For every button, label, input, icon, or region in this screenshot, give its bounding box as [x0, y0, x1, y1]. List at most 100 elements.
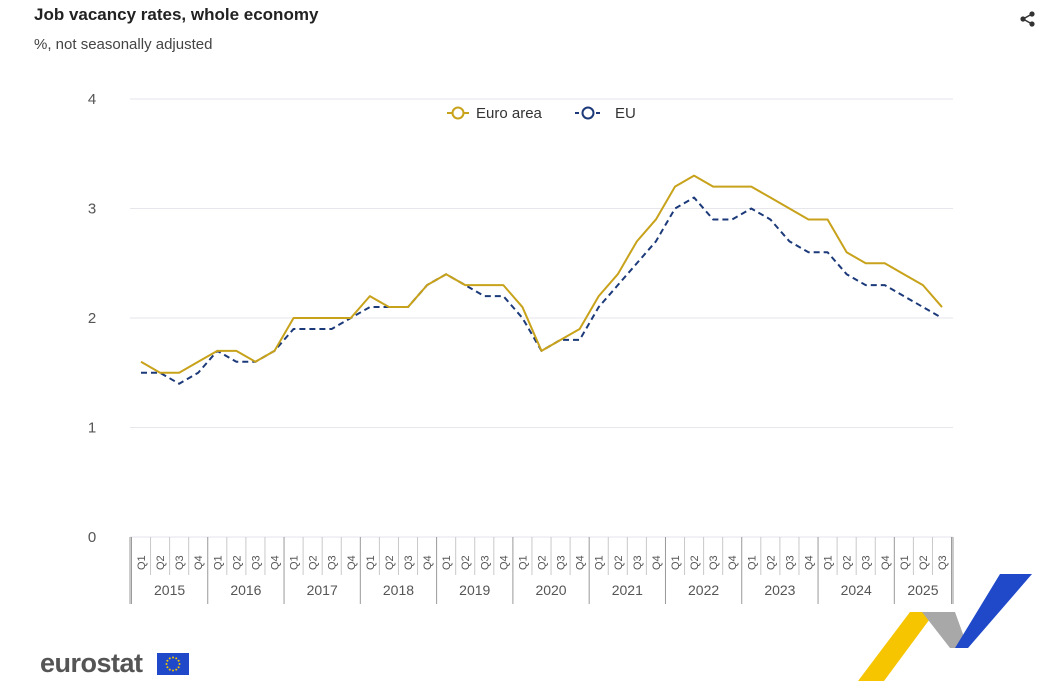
x-tick-label-quarter: Q1: [289, 555, 301, 570]
legend-marker-eu: [581, 106, 595, 120]
x-tick-label-quarter: Q1: [594, 555, 606, 570]
data-point[interactable]: [747, 205, 755, 213]
x-tick-label-quarter: Q2: [384, 555, 396, 570]
x-tick-label-quarter: Q4: [804, 555, 816, 570]
x-tick-label-quarter: Q4: [575, 555, 587, 570]
data-point[interactable]: [766, 215, 774, 223]
x-tick-label-quarter: Q4: [651, 555, 663, 570]
x-tick-label-quarter: Q1: [365, 555, 377, 570]
data-point[interactable]: [633, 259, 641, 267]
legend-item-euro-area[interactable]: Euro area: [447, 105, 543, 122]
chart-subtitle: %, not seasonally adjusted: [34, 36, 213, 53]
x-axis: Q1 Q2 Q3 Q4 Q1 Q2 Q3 Q4 Q1 Q2 Q3 Q4 Q1 Q2 Q3 Q4 Q1 Q2 Q3 Q4…: [129, 537, 954, 604]
legend-label-eu: EU: [615, 105, 636, 122]
data-point[interactable]: [595, 303, 603, 311]
data-point[interactable]: [900, 292, 908, 300]
data-point[interactable]: [881, 281, 889, 289]
x-tick-label-quarter: Q3: [556, 555, 568, 570]
grid-layer: 0 1 2 3 4: [88, 91, 953, 546]
x-tick-label-quarter: Q1: [517, 555, 529, 570]
x-tick-label-quarter: Q4: [422, 555, 434, 570]
data-point[interactable]: [232, 358, 240, 366]
series-line-euro-area[interactable]: [140, 174, 943, 374]
x-tick-label-year: 2018: [383, 582, 414, 598]
x-tick-label-quarter: Q2: [460, 555, 472, 570]
data-point[interactable]: [652, 237, 660, 245]
x-tick-label-quarter: Q2: [918, 555, 930, 570]
decorative-ribbon: [858, 574, 1032, 681]
data-point[interactable]: [309, 325, 317, 333]
x-tick-label-quarter: Q4: [880, 555, 892, 570]
x-tick-label-quarter: Q4: [346, 555, 358, 570]
x-tick-label-year: 2025: [907, 582, 938, 598]
x-tick-label-quarter: Q3: [632, 555, 644, 570]
data-point[interactable]: [690, 194, 698, 202]
x-tick-label-year: 2020: [535, 582, 566, 598]
x-tick-label-year: 2021: [612, 582, 643, 598]
x-tick-label-quarter: Q3: [250, 555, 262, 570]
eu-flag-icon: [157, 653, 189, 675]
x-tick-label-quarter: Q1: [670, 555, 682, 570]
x-tick-label-quarter: Q1: [441, 555, 453, 570]
x-tick-label-quarter: Q4: [193, 555, 205, 570]
x-tick-label-quarter: Q3: [708, 555, 720, 570]
data-point[interactable]: [824, 248, 832, 256]
x-tick-label-quarter: Q4: [270, 555, 282, 570]
share-icon[interactable]: [1019, 11, 1035, 27]
data-point[interactable]: [499, 292, 507, 300]
legend-item-eu[interactable]: EU: [575, 105, 636, 122]
data-point[interactable]: [785, 237, 793, 245]
y-tick-label: 0: [88, 529, 96, 546]
data-point[interactable]: [919, 303, 927, 311]
x-tick-label-quarter: Q1: [746, 555, 758, 570]
x-tick-label-quarter: Q2: [155, 555, 167, 570]
x-tick-label-quarter: Q3: [937, 555, 949, 570]
series-layer: [137, 174, 946, 388]
data-point[interactable]: [614, 281, 622, 289]
data-point[interactable]: [938, 314, 946, 322]
x-tick-label-year: 2016: [230, 582, 261, 598]
x-tick-label-quarter: Q3: [479, 555, 491, 570]
data-point[interactable]: [843, 270, 851, 278]
data-point[interactable]: [805, 248, 813, 256]
x-tick-label-year: 2019: [459, 582, 490, 598]
x-tick-label-quarter: Q2: [231, 555, 243, 570]
x-tick-label-year: 2022: [688, 582, 719, 598]
data-point[interactable]: [480, 292, 488, 300]
x-tick-label-year: 2023: [764, 582, 795, 598]
x-tick-label-quarter: Q1: [136, 555, 148, 570]
data-point[interactable]: [175, 380, 183, 388]
data-point[interactable]: [576, 336, 584, 344]
data-point[interactable]: [194, 369, 202, 377]
x-tick-label-quarter: Q2: [689, 555, 701, 570]
x-tick-label-year: 2015: [154, 582, 185, 598]
legend[interactable]: Euro area EU: [447, 105, 636, 122]
data-point[interactable]: [862, 281, 870, 289]
y-tick-label: 1: [88, 420, 96, 437]
data-point[interactable]: [137, 369, 145, 377]
x-tick-label-quarter: Q3: [784, 555, 796, 570]
data-point[interactable]: [328, 325, 336, 333]
y-tick-label: 4: [88, 91, 96, 108]
x-tick-label-quarter: Q2: [308, 555, 320, 570]
y-tick-label: 3: [88, 201, 96, 218]
data-point[interactable]: [290, 325, 298, 333]
y-tick-label: 2: [88, 310, 96, 327]
x-tick-label-quarter: Q1: [899, 555, 911, 570]
data-point[interactable]: [671, 205, 679, 213]
data-point[interactable]: [366, 303, 374, 311]
x-tick-label-quarter: Q3: [403, 555, 415, 570]
x-tick-label-quarter: Q2: [765, 555, 777, 570]
x-tick-label-quarter: Q3: [174, 555, 186, 570]
data-point[interactable]: [709, 215, 717, 223]
x-tick-label-quarter: Q1: [823, 555, 835, 570]
x-tick-label-quarter: Q2: [537, 555, 549, 570]
data-point[interactable]: [728, 215, 736, 223]
eurostat-logo: eurostat: [40, 648, 143, 678]
legend-label-euro-area: Euro area: [476, 105, 543, 122]
series-line-eu[interactable]: [141, 196, 943, 385]
chart-title: Job vacancy rates, whole economy: [34, 5, 319, 24]
x-tick-label-year: 2024: [841, 582, 872, 598]
x-tick-label-quarter: Q3: [327, 555, 339, 570]
